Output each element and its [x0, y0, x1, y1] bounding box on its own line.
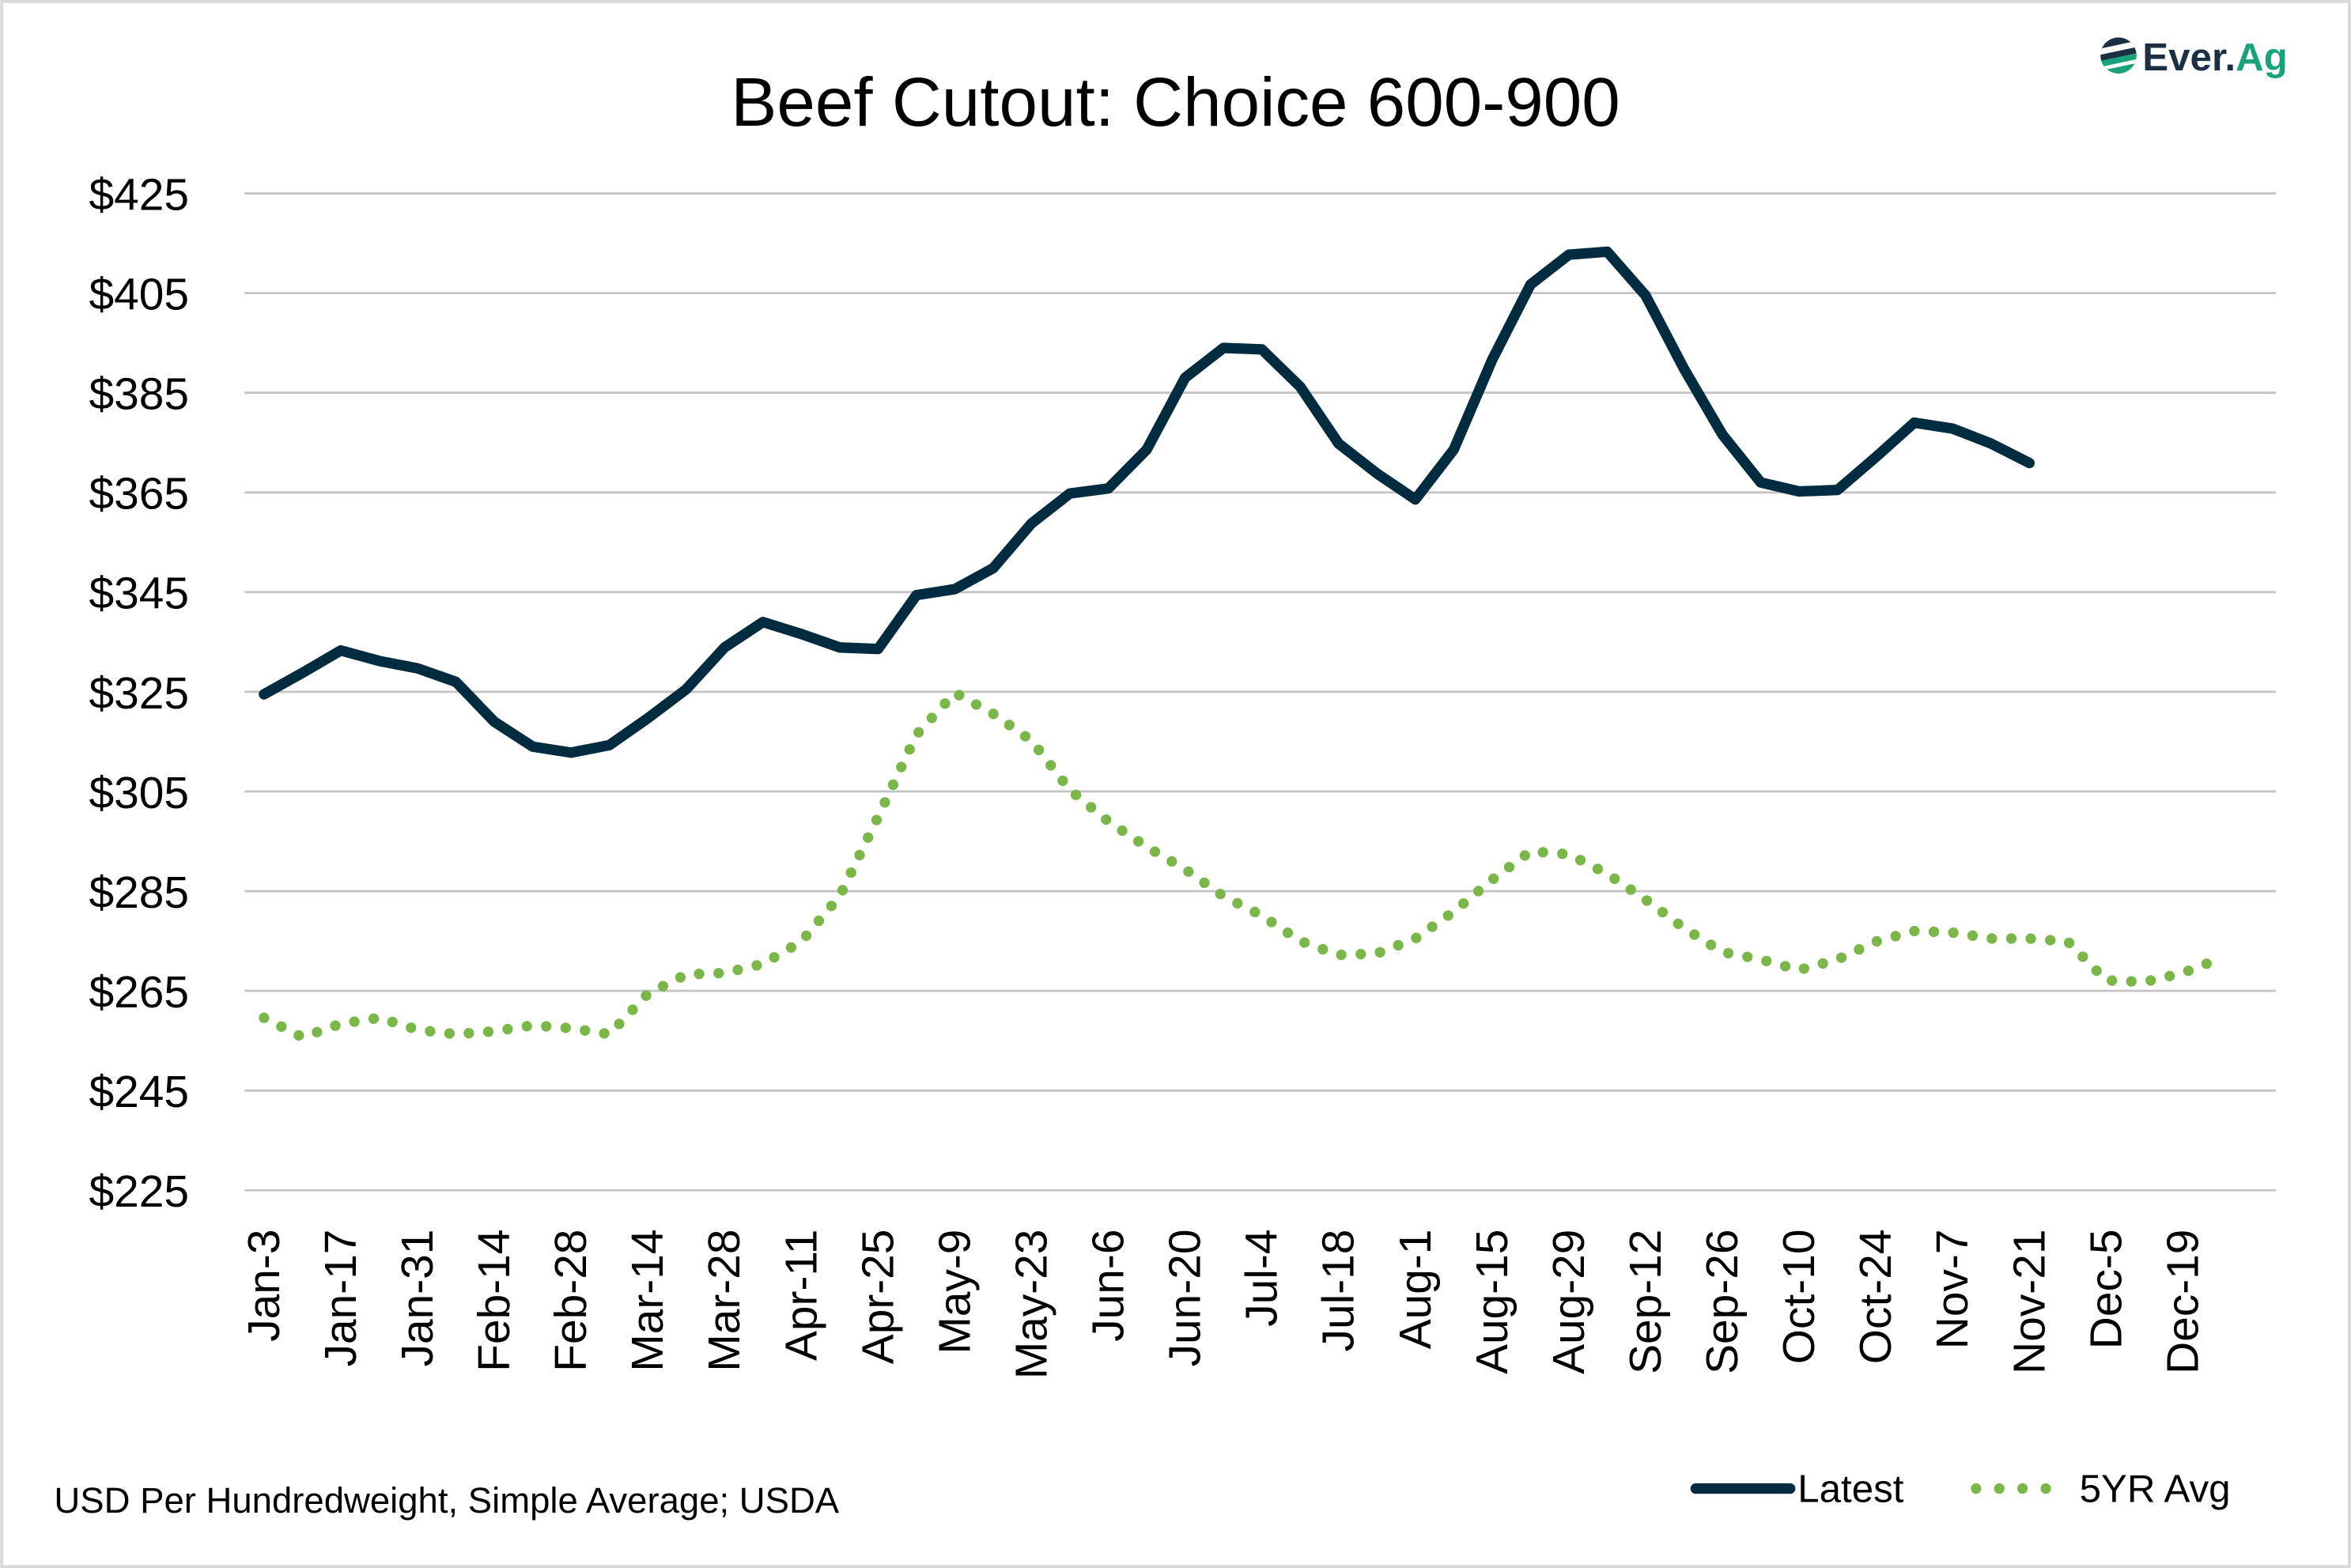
chart-title: Beef Cutout: Choice 600-900	[731, 64, 1620, 141]
x-tick-label: May-23	[1007, 1230, 1056, 1380]
y-tick-label: $245	[89, 1067, 189, 1117]
source-footnote: USD Per Hundredweight, Simple Average; U…	[54, 1480, 839, 1521]
y-tick-label: $305	[89, 769, 189, 818]
svg-text:Ever.Ag: Ever.Ag	[2142, 36, 2288, 79]
legend: Latest 5YR Avg	[1690, 1468, 2231, 1511]
x-tick-label: Nov-7	[1928, 1230, 1978, 1350]
x-tick-label: Feb-14	[470, 1230, 520, 1372]
legend-latest-label: Latest	[1797, 1468, 1904, 1511]
x-axis-ticks: Jan-3 Jan-17 Jan-31 Feb-14 Feb-28 Mar-14 Mar-2…	[240, 1230, 2209, 1380]
x-tick-label: May-9	[930, 1230, 980, 1355]
y-tick-label: $265	[89, 968, 189, 1018]
y-axis-ticks: $225 $245 $265 $285 $305 $325 $345 $365 $385 $405…	[89, 170, 189, 1217]
gridlines	[244, 192, 2277, 1192]
x-tick-label: Aug-15	[1468, 1230, 1518, 1374]
x-tick-label: Dec-19	[2158, 1230, 2208, 1374]
logo-text-ag: Ag	[2236, 36, 2288, 79]
x-tick-label: Mar-28	[700, 1230, 750, 1372]
x-tick-label: Mar-14	[623, 1230, 673, 1372]
x-tick-label: Jan-3	[240, 1230, 289, 1342]
x-tick-label: Jul-18	[1314, 1230, 1364, 1352]
y-tick-label: $405	[89, 270, 189, 319]
x-tick-label: Jan-17	[316, 1230, 366, 1367]
x-tick-label: Nov-21	[2005, 1230, 2054, 1374]
series-line-latest	[259, 246, 2035, 758]
series-line-5yr-avg	[259, 686, 2227, 1043]
y-tick-label: $225	[89, 1167, 189, 1217]
series-group	[259, 246, 2227, 1043]
x-tick-label: Apr-11	[777, 1230, 826, 1361]
y-tick-label: $345	[89, 569, 189, 619]
y-tick-label: $365	[89, 470, 189, 520]
x-tick-label: Sep-26	[1698, 1230, 1748, 1374]
x-tick-label: Aug-29	[1544, 1230, 1594, 1374]
y-tick-label: $285	[89, 868, 189, 918]
x-tick-label: Feb-28	[546, 1230, 596, 1372]
x-tick-label: Oct-10	[1775, 1230, 1824, 1365]
x-tick-label: Apr-25	[853, 1230, 903, 1365]
x-tick-label: Jul-4	[1238, 1230, 1287, 1327]
y-tick-label: $325	[89, 669, 189, 719]
y-tick-label: $385	[89, 370, 189, 420]
legend-avg-label: 5YR Avg	[2080, 1468, 2231, 1511]
x-tick-label: Dec-5	[2081, 1230, 2131, 1350]
x-tick-label: Oct-24	[1851, 1230, 1901, 1365]
logo-text-ever: Ever.	[2142, 36, 2236, 79]
x-tick-label: Jun-20	[1161, 1230, 1211, 1367]
y-tick-label: $425	[89, 170, 189, 220]
x-tick-label: Jun-6	[1084, 1230, 1134, 1342]
x-tick-label: Sep-12	[1621, 1230, 1671, 1374]
x-tick-label: Jan-31	[393, 1230, 443, 1367]
x-tick-label: Aug-1	[1391, 1230, 1441, 1350]
